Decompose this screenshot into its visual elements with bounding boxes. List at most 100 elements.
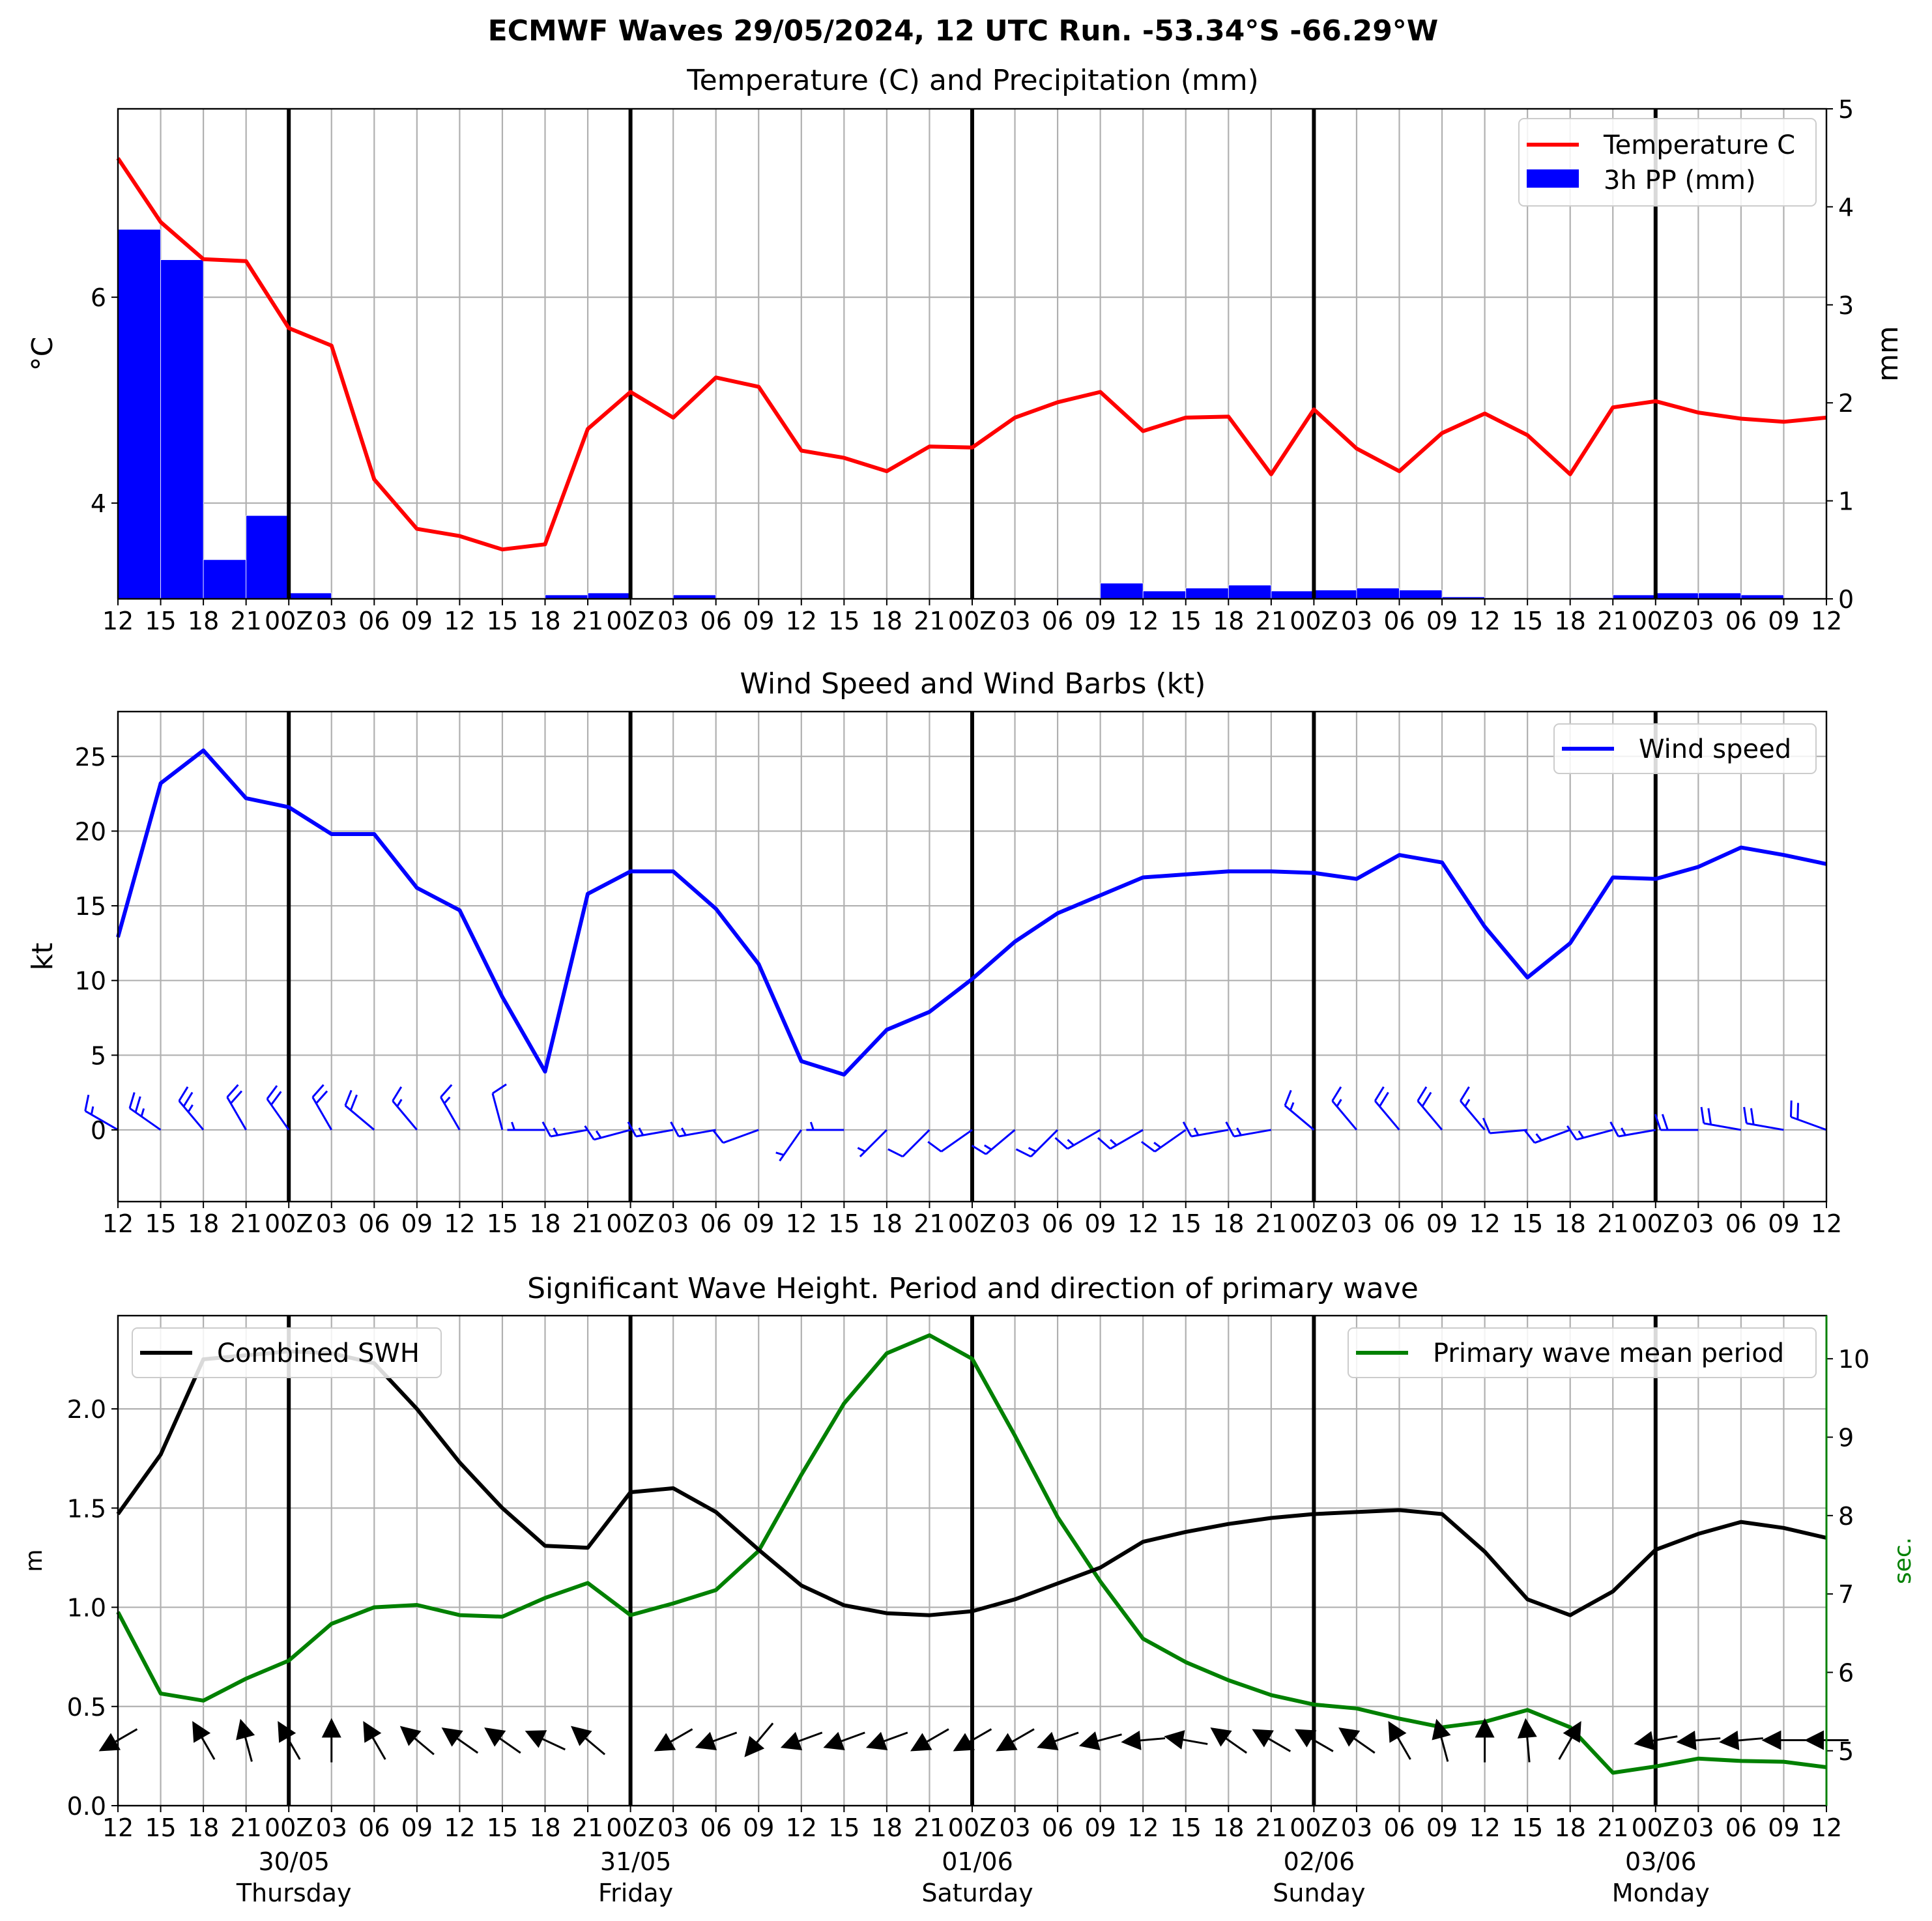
x-tick-label: 06 xyxy=(1042,607,1073,635)
y-axis-label: °C xyxy=(26,337,59,371)
x-tick-label: 09 xyxy=(1768,1209,1799,1238)
panel-title: Wind Speed and Wind Barbs (kt) xyxy=(740,667,1206,701)
y-right-tick-label: 4 xyxy=(1838,193,1854,222)
wind-barb xyxy=(1141,1129,1187,1153)
arrow-head xyxy=(278,1721,296,1743)
wind-barb xyxy=(887,1129,930,1158)
temperature-precipitation-panel: Temperature (C) and Precipitation (mm) 1… xyxy=(26,64,1905,635)
x-tick-label: 12 xyxy=(1811,1813,1842,1842)
arrow-head xyxy=(910,1733,932,1752)
wind-barb-half-flag xyxy=(983,1144,992,1151)
wind-barb xyxy=(670,1121,716,1138)
x-tick-label: 21 xyxy=(572,1209,603,1238)
wind-barb-flag xyxy=(1482,1118,1491,1134)
wind-barb-flag xyxy=(627,1121,637,1137)
x-tick-label: 00Z xyxy=(1632,607,1680,635)
wind-barb-half-flag xyxy=(1621,1127,1626,1136)
x-tick-label: 03 xyxy=(1341,1209,1372,1238)
wind-barb-flag xyxy=(492,1083,507,1095)
arrow-head xyxy=(363,1721,382,1743)
x-tick-label: 15 xyxy=(487,607,518,635)
x-tick-label: 03 xyxy=(999,607,1030,635)
wave-direction-arrow xyxy=(278,1721,301,1760)
x-tick-label: 12 xyxy=(786,1209,817,1238)
x-tick-label: 18 xyxy=(1213,607,1244,635)
x-tick-label: 15 xyxy=(828,1209,859,1238)
wave-direction-arrow xyxy=(192,1721,216,1760)
wind-barb xyxy=(1182,1121,1229,1138)
wind-barb xyxy=(311,1084,333,1131)
wind-barb-flag xyxy=(1743,1106,1748,1124)
wind-barb-half-flag xyxy=(443,1096,451,1105)
x-tick-label: 12 xyxy=(1811,1209,1842,1238)
wind-barb xyxy=(1654,1114,1699,1131)
x-tick-label: 21 xyxy=(230,1813,261,1842)
wind-barb-flag xyxy=(182,1091,194,1107)
y-right-tick-label: 6 xyxy=(1838,1658,1854,1687)
x-tick-label: 00Z xyxy=(265,607,313,635)
precipitation-bar xyxy=(1142,590,1187,599)
wind-barb-half-flag xyxy=(775,1151,785,1156)
x-tick-label: 21 xyxy=(572,607,603,635)
x-tick-label: 15 xyxy=(828,607,859,635)
x-tick-label: 18 xyxy=(529,1813,560,1842)
wave-direction-arrow xyxy=(525,1730,566,1751)
x-tick-label: 18 xyxy=(871,607,902,635)
x-tick-label: 15 xyxy=(145,1209,176,1238)
wave-direction-arrow xyxy=(98,1728,138,1752)
wind-barb xyxy=(491,1083,507,1131)
x-tick-label: 06 xyxy=(358,1813,390,1842)
wind-barb-flag xyxy=(584,1125,595,1140)
wind-barb-flag xyxy=(670,1121,680,1137)
wind-barb xyxy=(1460,1086,1486,1131)
wind-barb xyxy=(806,1121,844,1131)
arrow-head xyxy=(865,1731,888,1750)
wind-barb-flag xyxy=(1331,1086,1342,1102)
x-tick-label: 00Z xyxy=(1290,1209,1338,1238)
wave-direction-arrow xyxy=(1432,1718,1451,1762)
day-date-label: 03/06 xyxy=(1625,1847,1697,1876)
wind-barb-half-flag xyxy=(90,1106,94,1115)
y-axis-label: kt xyxy=(26,943,59,971)
wind-barb-half-flag xyxy=(396,1099,403,1107)
wind-barb xyxy=(440,1084,461,1131)
precipitation-bar xyxy=(1314,590,1357,599)
wave-direction-arrow xyxy=(1338,1727,1376,1754)
wind-speed-line xyxy=(116,748,1827,1077)
wind-barb-staff xyxy=(1490,1129,1528,1134)
arrow-head xyxy=(654,1733,676,1752)
y-right-axis-label: mm xyxy=(1871,326,1905,382)
wind-barb-flag xyxy=(134,1096,141,1113)
arrow-head xyxy=(695,1731,717,1750)
x-tick-label: 09 xyxy=(401,1813,433,1842)
arrow-head xyxy=(1164,1730,1185,1750)
x-tick-label: 15 xyxy=(1170,607,1202,635)
x-tick-label: 03 xyxy=(1682,1209,1714,1238)
wind-barb-half-flag xyxy=(681,1127,687,1136)
x-tick-label: 21 xyxy=(230,607,261,635)
x-tick-label: 09 xyxy=(401,607,433,635)
x-tick-label: 18 xyxy=(1213,1813,1244,1842)
x-tick-label: 09 xyxy=(1084,607,1116,635)
y-axis-label: m xyxy=(21,1549,48,1572)
wind-barb-flag xyxy=(178,1086,189,1102)
wave-direction-arrow xyxy=(1294,1729,1334,1752)
wind-barb xyxy=(627,1121,674,1138)
wind-barb-flag xyxy=(1566,1125,1578,1140)
wave-direction-arrow xyxy=(1252,1729,1291,1752)
x-tick-label: 15 xyxy=(1170,1209,1202,1238)
wind-barb xyxy=(1743,1106,1784,1131)
x-tick-label: 12 xyxy=(444,1209,475,1238)
wind-barb xyxy=(712,1129,759,1144)
x-tick-label: 06 xyxy=(358,607,390,635)
wind-barb-flag xyxy=(971,1144,987,1155)
arrow-head xyxy=(1338,1727,1361,1747)
y-tick-label: 2.0 xyxy=(67,1395,106,1424)
precipitation-bar xyxy=(117,229,161,599)
wind-barb xyxy=(392,1086,418,1131)
wind-barb-staff xyxy=(723,1129,759,1144)
x-tick-label: 18 xyxy=(1555,607,1586,635)
arrow-head xyxy=(744,1735,765,1757)
precipitation-bar xyxy=(587,592,631,599)
wind-barb-half-flag xyxy=(1067,1138,1074,1146)
